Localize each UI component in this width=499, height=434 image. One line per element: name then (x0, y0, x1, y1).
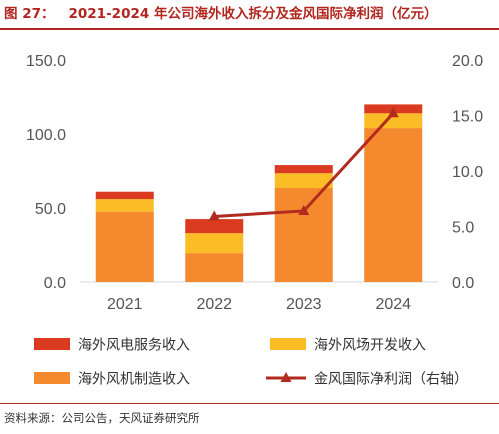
y-right-tick-label: 20.0 (452, 53, 483, 70)
y-right-tick-label: 0.0 (452, 275, 474, 292)
legend-label: 金风国际净利润（右轴） (314, 372, 468, 388)
bar-segment (185, 233, 244, 254)
bar-segment (95, 211, 154, 282)
figure-title-bar: 图 27： 2021-2024 年公司海外收入拆分及金风国际净利润（亿元） (4, 3, 495, 27)
figure-number: 图 27： (4, 6, 55, 22)
y-right-tick-label: 5.0 (452, 220, 474, 237)
chart: 0.0 50.0 100.0 150.0 0.0 5.0 10.0 15.0 20.0 2021 2… (26, 53, 483, 388)
legend-swatch (270, 338, 306, 350)
title-rule (0, 28, 499, 30)
legend-swatch (34, 372, 70, 384)
source-rule (0, 403, 499, 404)
legend-label: 海外风机制造收入 (78, 372, 190, 388)
bar-segment (364, 128, 423, 282)
y-left-tick-label: 100.0 (26, 127, 66, 144)
bar-segment (274, 173, 333, 189)
x-tick-label: 2023 (286, 296, 322, 313)
net-profit-point (387, 107, 399, 118)
net-profit-point (298, 204, 310, 215)
bar-segment (95, 191, 154, 200)
bar-segment (95, 199, 154, 212)
legend-label: 海外风电服务收入 (78, 338, 190, 354)
y-left-tick-label: 50.0 (35, 201, 66, 218)
figure-title: 2021-2024 年公司海外收入拆分及金风国际净利润（亿元） (68, 6, 438, 22)
net-profit-point (208, 210, 220, 221)
x-tick-label: 2024 (375, 296, 411, 313)
legend-line-marker (280, 372, 292, 382)
bar-segment (274, 165, 333, 174)
y-left-tick-label: 150.0 (26, 53, 66, 70)
y-left-tick-label: 0.0 (44, 275, 66, 292)
bar-segment (274, 188, 333, 282)
bar-series (95, 104, 423, 282)
legend-label: 海外风场开发收入 (314, 338, 426, 354)
legend-swatch (34, 338, 70, 350)
x-tick-label: 2022 (196, 296, 232, 313)
y-right-tick-label: 15.0 (452, 109, 483, 126)
bar-segment (185, 219, 244, 234)
source-note: 资料来源：公司公告，天风证券研究所 (4, 411, 200, 425)
x-tick-label: 2021 (107, 296, 143, 313)
bar-segment (185, 253, 244, 282)
y-right-tick-label: 10.0 (452, 164, 483, 181)
bar-segment (364, 113, 423, 129)
line-series (208, 107, 399, 221)
